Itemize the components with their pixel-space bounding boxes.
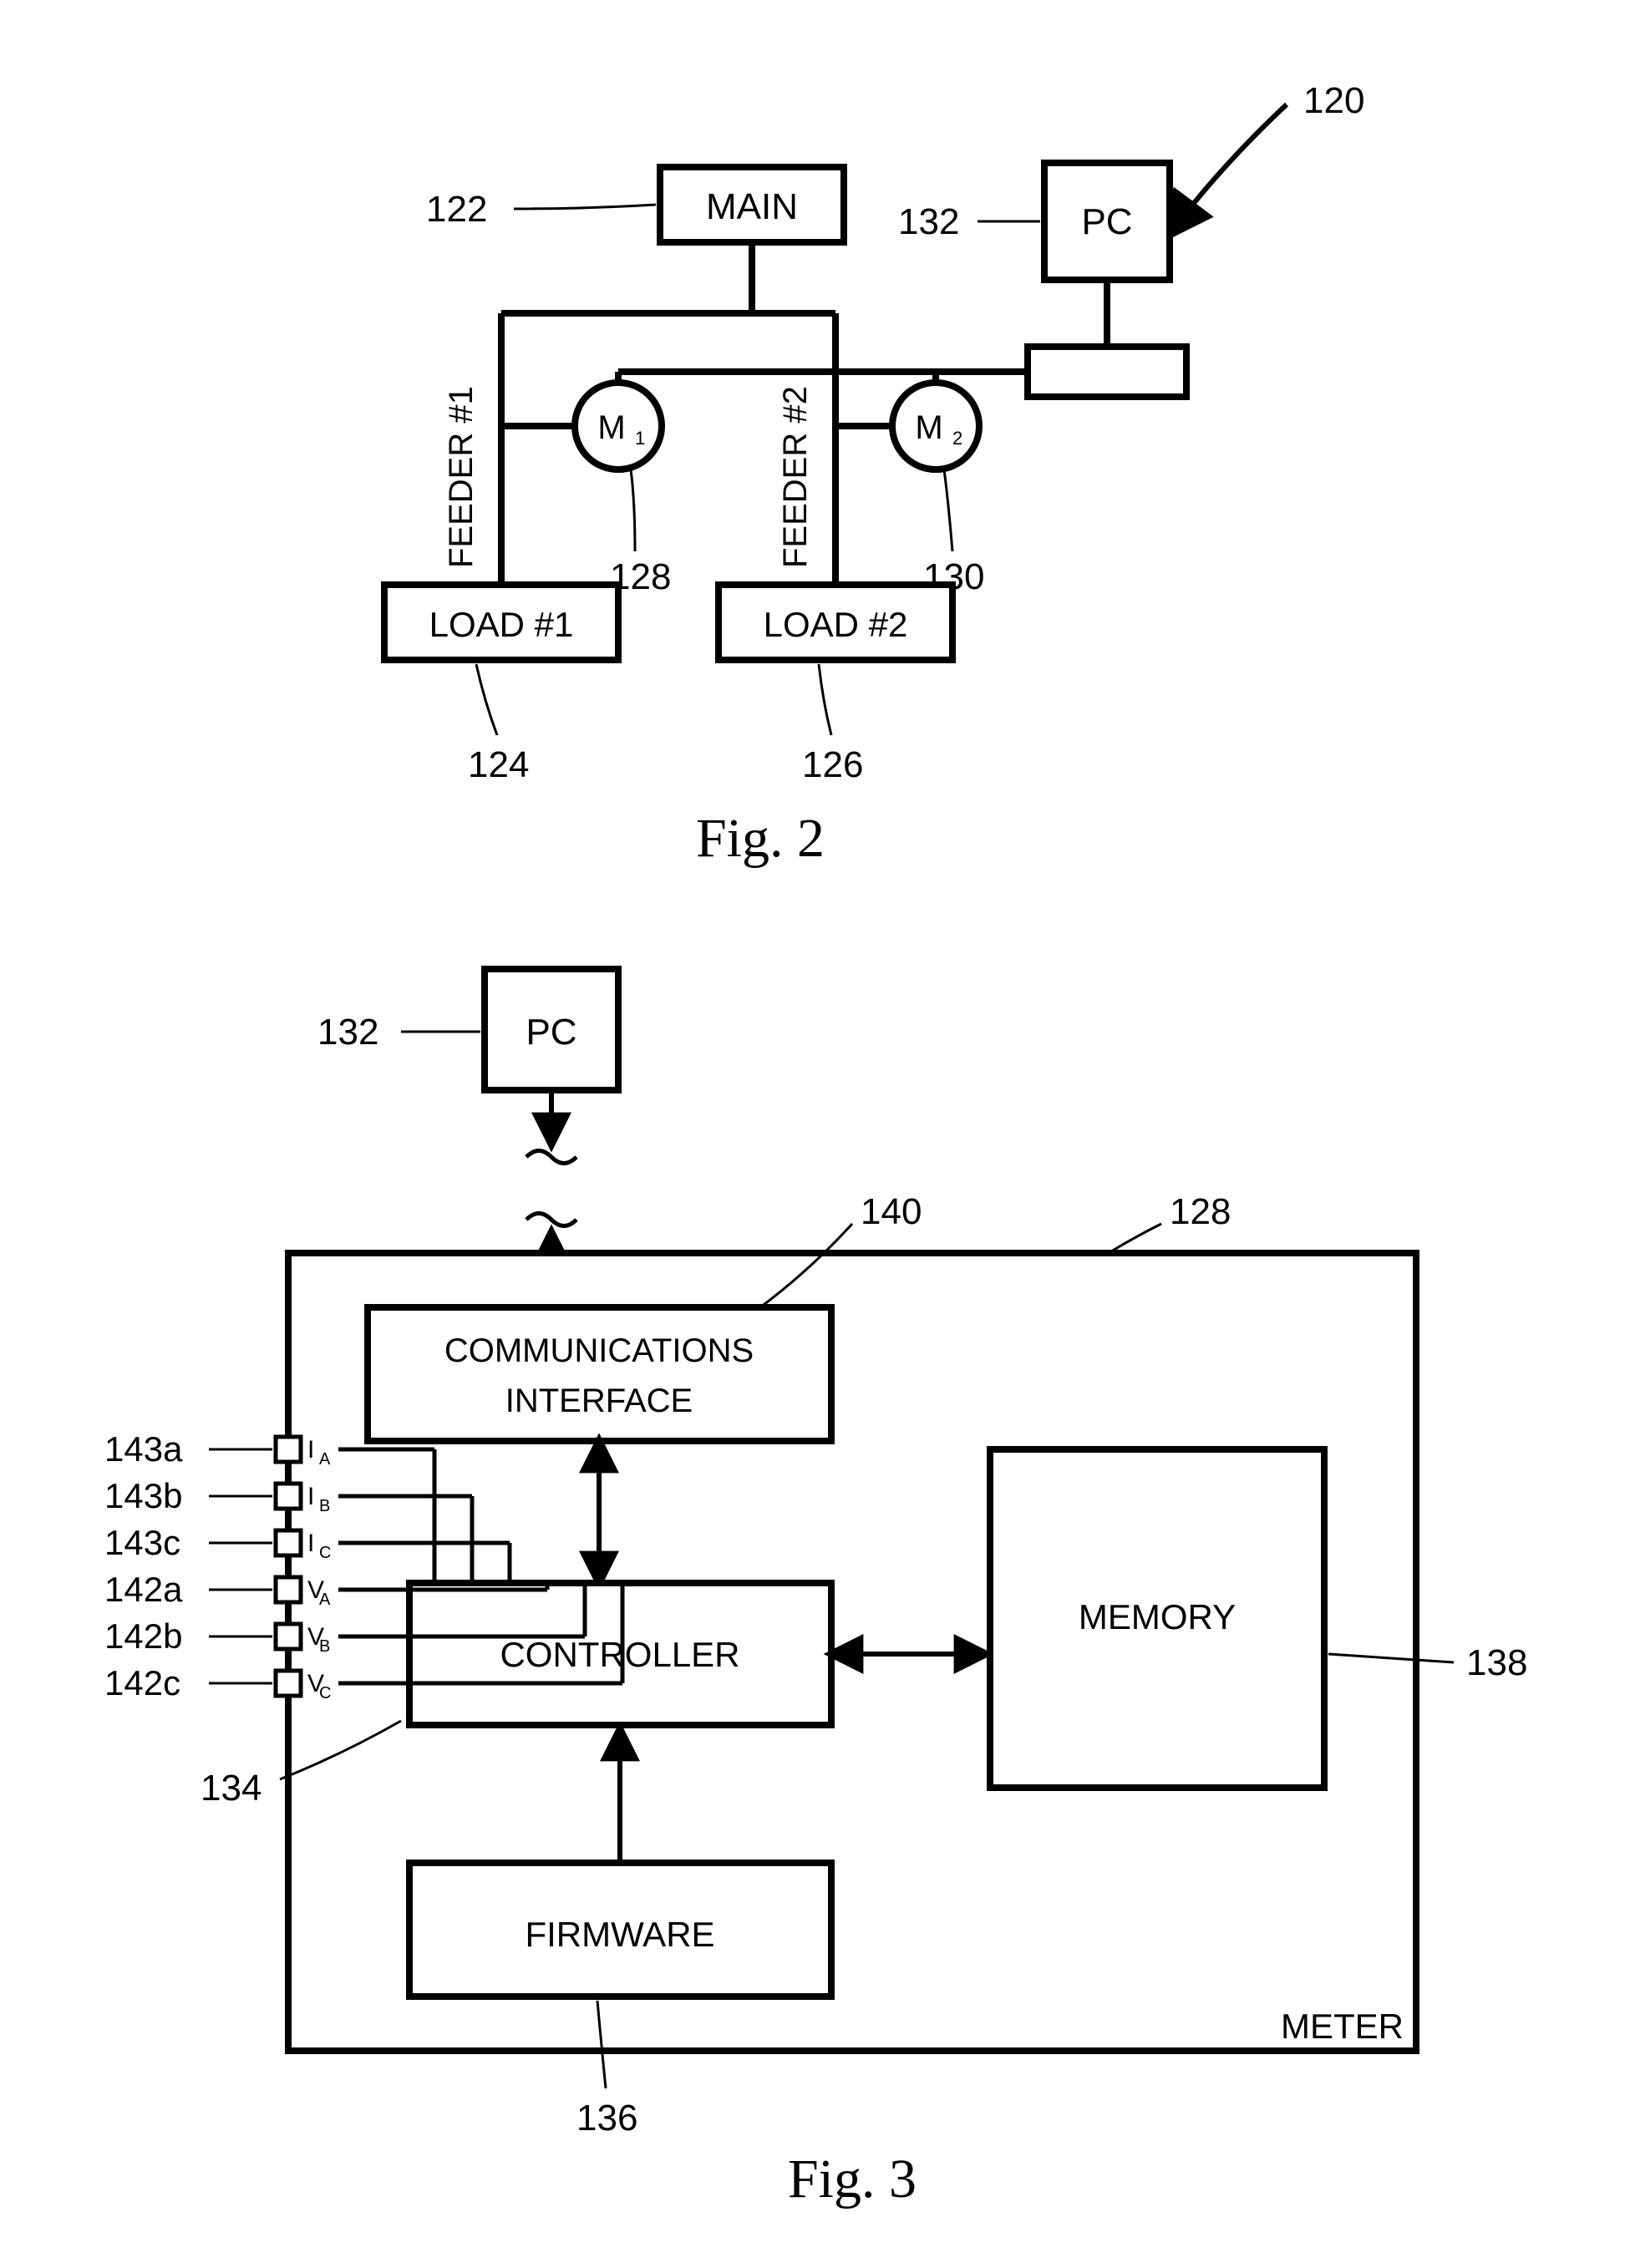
page: 120 MAIN 122 PC 132 <box>33 33 1625 2235</box>
m2-label: M <box>915 409 942 446</box>
ref-132-label-fig3: 132 <box>317 1012 378 1053</box>
memory-box: MEMORY <box>990 1449 1324 1788</box>
ref-143a-label: 143a <box>104 1429 183 1469</box>
m1-label: M <box>597 409 625 446</box>
port-label-143b: I <box>307 1483 314 1510</box>
ref-142b-label: 142b <box>104 1616 182 1656</box>
m2: M 2 <box>835 383 979 469</box>
port-142a <box>276 1577 301 1602</box>
feeder2-label: FEEDER #2 <box>777 386 814 568</box>
m1: M 1 <box>501 383 662 469</box>
port-sub-142c: C <box>319 1684 331 1702</box>
ref-140-label: 140 <box>861 1191 922 1232</box>
ref-143b-label: 143b <box>104 1476 182 1515</box>
ref-128-label-fig3: 128 <box>1170 1191 1231 1232</box>
memory-label: MEMORY <box>1079 1597 1236 1636</box>
ref-128-fig2: 128 <box>610 469 671 597</box>
port-sub-142b: B <box>319 1637 330 1656</box>
load1-label: LOAD #1 <box>429 605 574 644</box>
ref-126-label: 126 <box>802 744 863 785</box>
ref-142a-label: 142a <box>104 1570 183 1609</box>
comm-box: COMMUNICATIONS INTERFACE <box>368 1307 831 1441</box>
pc-box-fig2: PC <box>1044 163 1170 280</box>
feeder1-label: FEEDER #1 <box>443 386 480 568</box>
pc-label-fig2: PC <box>1081 201 1132 242</box>
comm-label-1: COMMUNICATIONS <box>444 1332 754 1369</box>
ref-134-label: 134 <box>201 1768 262 1809</box>
main-box: MAIN <box>660 167 844 242</box>
port-sub-143b: B <box>319 1497 330 1515</box>
ref-120-label: 120 <box>1303 80 1364 121</box>
load1-box: LOAD #1 <box>384 585 618 660</box>
port-sub-142a: A <box>319 1591 331 1609</box>
comm-label-2: INTERFACE <box>505 1383 693 1419</box>
ref-130: 130 <box>923 469 984 597</box>
ref-126: 126 <box>802 664 863 785</box>
port-142b <box>276 1624 301 1649</box>
fig2-caption: Fig. 2 <box>696 808 825 869</box>
m1-sub: 1 <box>635 428 645 449</box>
ref-138-label: 138 <box>1466 1642 1527 1683</box>
pc-label-fig3: PC <box>526 1012 576 1053</box>
port-sub-143c: C <box>319 1544 331 1562</box>
port-142c <box>276 1671 301 1696</box>
port-143c <box>276 1530 301 1555</box>
ref-128-fig3: 128 <box>1111 1191 1231 1251</box>
pc-box-fig3: PC <box>485 969 618 1090</box>
firmware-label: FIRMWARE <box>525 1915 714 1954</box>
meter-label: METER <box>1281 2007 1404 2046</box>
ref-132-label-fig2: 132 <box>898 201 959 242</box>
ref-122: 122 <box>426 189 656 230</box>
ref-132-fig3: 132 <box>317 1012 480 1053</box>
ref-122-label: 122 <box>426 189 487 230</box>
load2-label: LOAD #2 <box>764 605 908 644</box>
fig3: PC 132 METER 140 128 COMMUNICATIONS <box>104 969 1527 2210</box>
port-sub-143a: A <box>319 1450 331 1469</box>
port-label-143c: I <box>307 1530 314 1557</box>
diagram-svg: 120 MAIN 122 PC 132 <box>33 33 1625 2235</box>
firmware-box: FIRMWARE <box>409 1863 831 1997</box>
fig2: 120 MAIN 122 PC 132 <box>384 80 1364 869</box>
port-label-143a: I <box>307 1436 314 1464</box>
ref-142c-label: 142c <box>104 1663 180 1702</box>
ref-132-fig2: 132 <box>898 201 1040 242</box>
port-143b <box>276 1484 301 1509</box>
ref-136-label: 136 <box>576 2098 637 2139</box>
port-143a <box>276 1437 301 1462</box>
load2-box: LOAD #2 <box>719 585 952 660</box>
main-label: MAIN <box>706 186 798 227</box>
m2-sub: 2 <box>952 428 962 449</box>
ref-143c-label: 143c <box>104 1523 180 1562</box>
ref-124: 124 <box>468 664 529 785</box>
ref-124-label: 124 <box>468 744 529 785</box>
controller-label: CONTROLLER <box>500 1635 739 1674</box>
ref-120: 120 <box>1170 80 1364 234</box>
fig3-caption: Fig. 3 <box>788 2149 917 2210</box>
hub-box <box>1028 347 1186 397</box>
